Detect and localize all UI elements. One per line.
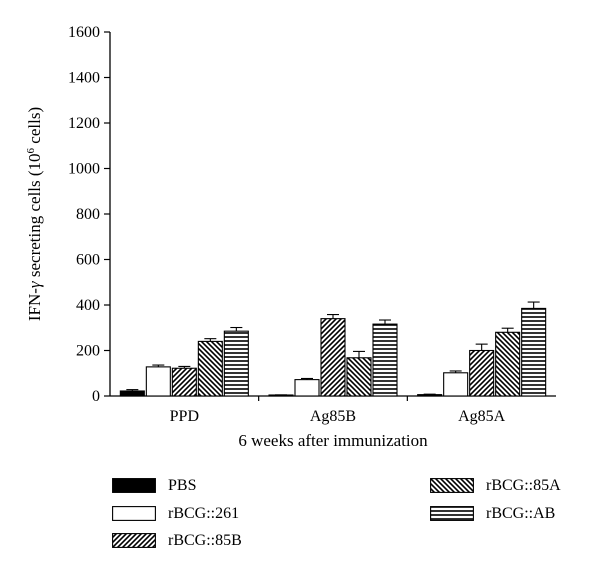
bar [171, 367, 197, 397]
bar [223, 330, 249, 397]
bar [119, 390, 145, 397]
y-tick-label: 1400 [68, 70, 100, 87]
legend-swatch [112, 506, 156, 521]
chart: 0 200 400 600 800 1000 1200 1400 1600 PPD Ag85B Ag8… [25, 24, 556, 450]
legend-label: rBCG::AB [486, 505, 556, 522]
bar [346, 357, 372, 397]
legend-label: rBCG::261 [168, 505, 240, 522]
y-tick-label: 1200 [68, 115, 100, 132]
bar [197, 340, 223, 397]
legend-label: rBCG::85A [486, 477, 561, 494]
bar [145, 366, 171, 397]
bar [294, 379, 320, 397]
y-tick-label: 200 [76, 343, 100, 360]
y-tick-label: 400 [76, 297, 100, 314]
legend-swatch [112, 533, 156, 548]
y-tick-label: 1000 [68, 161, 100, 178]
y-axis-title: IFN-γ secreting cells (106 cells) [25, 107, 44, 321]
bar [521, 307, 547, 397]
y-tick-label: 600 [76, 252, 100, 269]
bar [320, 318, 346, 397]
bar [417, 394, 443, 397]
bar [443, 372, 469, 397]
x-axis-title: 6 weeks after immunization [238, 431, 428, 450]
x-tick-label: Ag85A [458, 408, 506, 425]
y-tick-label: 800 [76, 206, 100, 223]
bar [495, 331, 521, 397]
bar [469, 349, 495, 397]
x-tick-label: PPD [170, 408, 199, 425]
bar [372, 323, 398, 397]
legend-label: rBCG::85B [168, 532, 242, 549]
legend-swatch [430, 506, 474, 521]
legend-swatch [430, 478, 474, 493]
legend-swatch [112, 478, 156, 493]
y-tick-label: 0 [92, 388, 100, 405]
y-tick-label: 1600 [68, 24, 100, 41]
x-tick-label: Ag85B [310, 408, 356, 425]
legend-label: PBS [168, 477, 197, 494]
